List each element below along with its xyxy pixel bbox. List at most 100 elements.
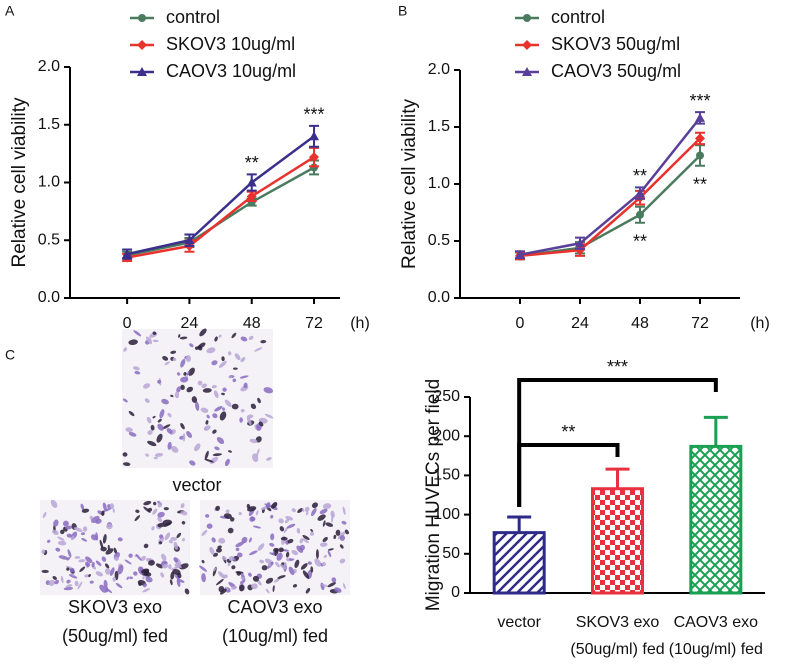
cell: [78, 559, 86, 563]
cell: [213, 567, 216, 572]
cell: [48, 579, 56, 586]
cell: [225, 509, 230, 514]
cell: [247, 506, 257, 512]
cell: [339, 558, 346, 564]
cell: [264, 413, 274, 419]
cell: [60, 575, 64, 584]
cell: [334, 587, 342, 593]
cell: [252, 575, 259, 582]
cell: [144, 398, 150, 403]
cell: [54, 579, 60, 585]
bar: [689, 444, 743, 595]
cell: [52, 529, 59, 536]
cell: [123, 347, 128, 352]
cell: [277, 575, 286, 579]
cell: [265, 502, 271, 509]
y-tick-label: 1.5: [38, 116, 60, 133]
micrograph-caption: (10ug/ml) fed: [222, 626, 328, 646]
cell: [58, 555, 69, 560]
cell: [182, 433, 186, 442]
cell: [314, 558, 322, 567]
cell: [89, 580, 94, 584]
series-line: [519, 154, 701, 258]
cell: [212, 413, 218, 419]
cell: [257, 543, 265, 551]
cell: [163, 522, 172, 528]
cell: [217, 545, 222, 549]
cell: [179, 336, 188, 340]
significance-label: **: [245, 153, 259, 173]
cell: [100, 546, 107, 552]
cell: [250, 403, 257, 410]
cell: [223, 574, 228, 579]
cell: [248, 550, 258, 556]
cell: [278, 518, 284, 524]
cell: [91, 561, 95, 568]
cell: [230, 517, 235, 522]
x-tick-label: 48: [631, 315, 649, 332]
cell: [322, 536, 328, 542]
cell: [302, 538, 309, 544]
cell: [188, 367, 195, 376]
cell: [232, 378, 237, 383]
cell: [77, 581, 83, 590]
cell: [327, 582, 337, 588]
cell: [271, 502, 278, 509]
cell: [211, 385, 217, 389]
series-line: [519, 137, 701, 258]
cell: [266, 457, 272, 461]
cell: [212, 429, 217, 434]
significance-bracket: [517, 378, 718, 507]
cell: [46, 539, 51, 543]
cell: [181, 538, 186, 542]
cell: [70, 572, 75, 577]
cell: [102, 534, 107, 544]
cell: [269, 552, 274, 555]
y-tick-label: 0.0: [428, 289, 450, 306]
cell: [151, 526, 155, 531]
cell: [126, 576, 130, 580]
cell: [150, 424, 155, 431]
cell: [142, 588, 151, 593]
cell: [124, 559, 132, 565]
cell: [99, 584, 107, 593]
cell: [122, 462, 131, 467]
cell: [183, 372, 187, 376]
cell: [231, 565, 236, 570]
cell: [177, 563, 182, 568]
cell: [41, 569, 49, 574]
cell: [157, 502, 163, 508]
cell: [221, 356, 225, 362]
marker: [575, 245, 585, 256]
cell: [222, 407, 226, 411]
significance-label: **: [633, 232, 647, 252]
cell: [339, 544, 344, 549]
cell: [221, 556, 227, 561]
cell: [161, 398, 169, 405]
cell: [221, 392, 225, 396]
cell: [153, 501, 157, 506]
panel-letter: B: [398, 3, 407, 19]
x-tick-label: 72: [305, 315, 323, 332]
cell: [268, 563, 272, 567]
cell: [147, 337, 153, 345]
cell: [261, 565, 268, 571]
cell: [205, 420, 209, 425]
cell: [322, 520, 326, 527]
y-tick-label: 1.0: [38, 174, 60, 191]
cell: [319, 508, 328, 515]
cell: [265, 588, 270, 594]
cell: [91, 515, 100, 524]
cell: [174, 574, 180, 580]
cell: [227, 351, 232, 356]
cell: [85, 561, 89, 566]
cell: [301, 508, 305, 512]
cell: [161, 563, 169, 569]
cell: [170, 571, 175, 580]
cell: [203, 425, 211, 431]
cell: [239, 584, 245, 592]
cell: [110, 503, 115, 510]
cell: [206, 347, 216, 354]
cell: [88, 574, 91, 578]
